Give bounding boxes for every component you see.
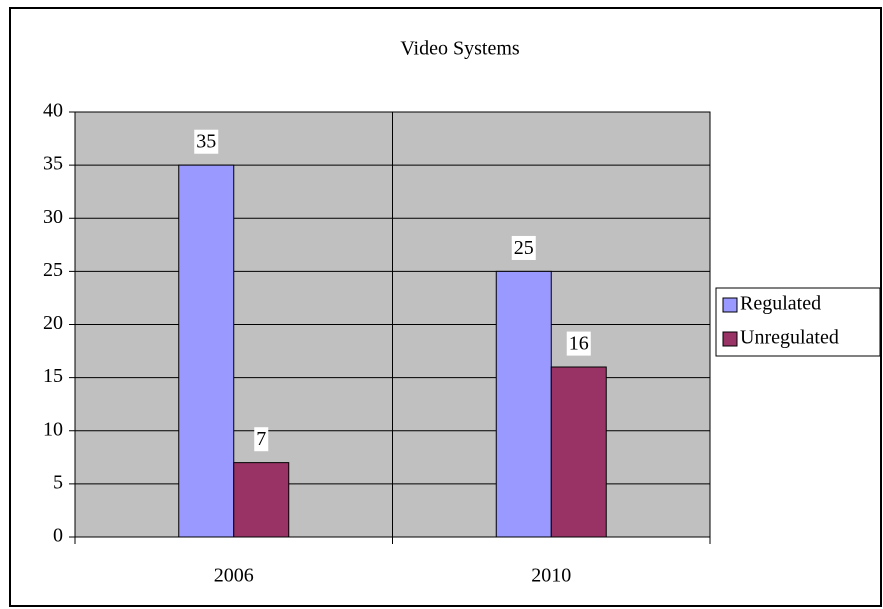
y-tick-label: 30 bbox=[43, 206, 63, 228]
bar bbox=[495, 270, 552, 538]
legend-label: Unregulated bbox=[740, 327, 839, 349]
legend-swatch bbox=[722, 331, 738, 347]
data-label-bg bbox=[194, 129, 219, 154]
data-label-bg bbox=[566, 331, 591, 356]
y-tick-label: 10 bbox=[43, 418, 63, 440]
y-tick-label: 35 bbox=[43, 153, 63, 175]
data-label: 7 bbox=[256, 428, 266, 450]
data-label: 25 bbox=[514, 237, 534, 259]
legend-box bbox=[715, 287, 881, 357]
data-label: 16 bbox=[569, 333, 589, 355]
y-tick-label: 20 bbox=[43, 312, 63, 334]
data-label-bg bbox=[511, 235, 536, 260]
y-tick-label: 40 bbox=[43, 100, 63, 122]
bar bbox=[233, 462, 290, 538]
data-label-bg bbox=[254, 427, 269, 452]
x-tick-label: 2010 bbox=[531, 565, 571, 587]
chart-title: Video Systems bbox=[400, 38, 520, 60]
x-tick-label: 2006 bbox=[214, 565, 254, 587]
legend-label: Regulated bbox=[740, 293, 821, 315]
data-label: 35 bbox=[196, 131, 216, 153]
y-tick-label: 25 bbox=[43, 259, 63, 281]
y-tick-label: 5 bbox=[53, 471, 63, 493]
y-tick-label: 0 bbox=[53, 525, 63, 547]
bar bbox=[550, 366, 607, 538]
bar bbox=[178, 164, 235, 538]
legend-swatch bbox=[722, 297, 738, 313]
y-tick-label: 15 bbox=[43, 365, 63, 387]
